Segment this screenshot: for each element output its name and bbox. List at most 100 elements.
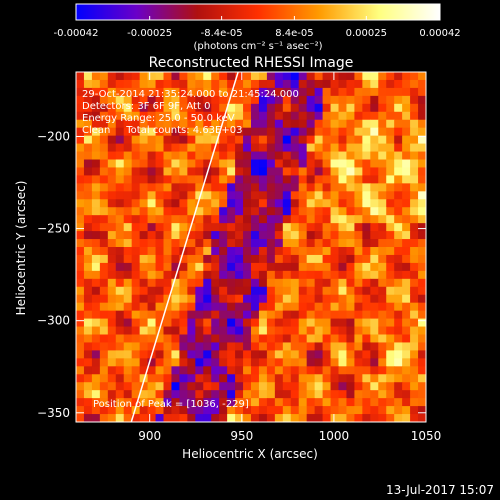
heatmap-cell [147, 183, 157, 192]
heatmap-cell [386, 254, 395, 264]
heatmap-cell [243, 382, 252, 391]
heatmap-cell [338, 207, 347, 216]
heatmap-cell [370, 374, 379, 383]
heatmap-cell [298, 199, 308, 208]
heatmap-cell [123, 390, 133, 399]
heatmap-cell [346, 175, 355, 184]
heatmap-cell [402, 342, 411, 351]
heatmap-cell [266, 278, 276, 288]
heatmap-cell [195, 79, 204, 89]
heatmap-cell [76, 262, 85, 272]
heatmap-cell [131, 270, 141, 280]
heatmap-cell [370, 294, 379, 304]
heatmap-cell [147, 135, 157, 145]
heatmap-cell [322, 143, 332, 153]
heatmap-cell [266, 143, 276, 153]
heatmap-cell [83, 406, 93, 415]
heatmap-cell [362, 382, 371, 391]
heatmap-cell [211, 183, 220, 192]
heatmap-cell [346, 254, 355, 264]
heatmap-cell [155, 127, 164, 137]
heatmap-cell [76, 167, 85, 176]
heatmap-cell [131, 207, 141, 216]
heatmap-cell [76, 406, 85, 415]
heatmap-cell [290, 199, 300, 208]
heatmap-cell [211, 262, 220, 272]
heatmap-cell [322, 151, 332, 160]
heatmap-cell [322, 302, 332, 312]
heatmap-cell [107, 127, 117, 137]
heatmap-cell [99, 390, 109, 399]
heatmap-cell [99, 199, 109, 208]
heatmap-cell [258, 302, 268, 312]
heatmap-cell [139, 406, 149, 415]
heatmap-cell [290, 151, 300, 160]
heatmap-cell [235, 350, 244, 359]
heatmap-cell [378, 247, 387, 256]
heatmap-cell [266, 159, 276, 168]
heatmap-cell [394, 167, 403, 176]
heatmap-cell [322, 262, 332, 272]
heatmap-cell [83, 374, 93, 383]
heatmap-cell [83, 231, 93, 240]
heatmap-cell [147, 390, 157, 399]
heatmap-cell [266, 175, 276, 184]
heatmap-cell [195, 350, 204, 359]
heatmap-cell [211, 254, 220, 264]
heatmap-cell [251, 215, 260, 224]
heatmap-cell [155, 103, 164, 113]
heatmap-cell [76, 334, 85, 343]
heatmap-cell [107, 79, 117, 89]
heatmap-cell [282, 239, 292, 248]
heatmap-cell [187, 390, 196, 399]
heatmap-cell [251, 239, 260, 248]
heatmap-cell [227, 191, 236, 200]
heatmap-cell [378, 119, 387, 129]
heatmap-cell [171, 350, 180, 359]
heatmap-cell [338, 72, 347, 81]
heatmap-cell [346, 366, 355, 375]
heatmap-cell [131, 326, 141, 335]
heatmap-cell [187, 207, 196, 216]
heatmap-cell [243, 95, 252, 105]
heatmap-cell [410, 175, 419, 184]
heatmap-cell [394, 239, 403, 248]
heatmap-cell [402, 366, 411, 375]
heatmap-cell [227, 151, 236, 160]
heatmap-cell [219, 207, 228, 216]
heatmap-cell [251, 199, 260, 208]
heatmap-cell [139, 127, 149, 137]
heatmap-cell [123, 318, 133, 328]
heatmap-cell [99, 87, 109, 97]
heatmap-cell [203, 366, 212, 375]
heatmap-cell [274, 262, 284, 272]
heatmap-cell [386, 151, 395, 160]
heatmap-cell [306, 175, 316, 184]
heatmap-cell [306, 199, 316, 208]
heatmap-cell [362, 286, 371, 296]
heatmap-cell [91, 334, 101, 343]
heatmap-cell [243, 167, 252, 176]
heatmap-cell [410, 350, 419, 359]
heatmap-cell [370, 151, 379, 160]
heatmap-cell [123, 199, 133, 208]
heatmap-cell [211, 239, 220, 248]
heatmap-cell [330, 239, 339, 248]
heatmap-cell [266, 302, 276, 312]
heatmap-cell [282, 366, 292, 375]
heatmap-cell [155, 382, 164, 391]
heatmap-cell [219, 366, 228, 375]
heatmap-cell [107, 223, 117, 232]
heatmap-cell [147, 127, 157, 137]
heatmap-cell [258, 294, 268, 304]
heatmap-cell [314, 342, 324, 351]
heatmap-cell [107, 390, 117, 399]
heatmap-cell [171, 382, 180, 391]
heatmap-cell [394, 318, 403, 328]
heatmap-cell [274, 183, 284, 192]
heatmap-cell [266, 239, 276, 248]
heatmap-cell [402, 135, 411, 145]
heatmap-cell [378, 143, 387, 153]
heatmap-cell [354, 111, 363, 121]
heatmap-cell [235, 286, 244, 296]
